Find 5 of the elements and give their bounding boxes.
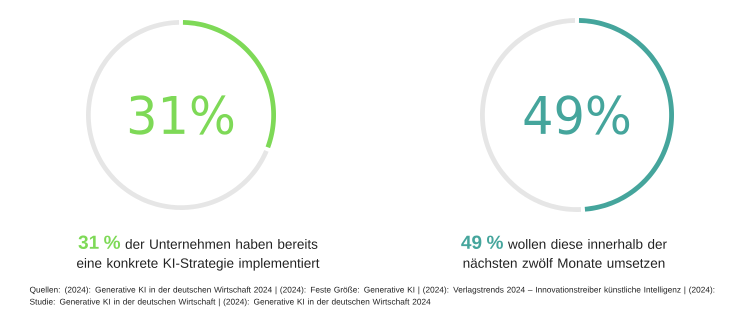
text: 49 % wollen diese innerhalb der nächsten zwölf Monate umsetzen	[461, 236, 667, 268]
data-label: 31%	[130, 95, 234, 135]
text: 31 % der Unternehmen haben bereits eine konkrete KI-Strategie implementiert	[77, 236, 320, 271]
source-note: Quellen: (2024): Generative KI in der deutschen Wirtschaft 2024 | (2024): Feste Größe: Generative KI | (2024): Verlagstrends 2024 – Innovationstreiber künstliche Intelligenz | (2024): Studie: Generative KI in der deutschen Wirtschaft | (2024): Generative KI in der deutschen Wirtschaft 2024	[30, 286, 714, 306]
data-label: 49%	[524, 95, 630, 135]
